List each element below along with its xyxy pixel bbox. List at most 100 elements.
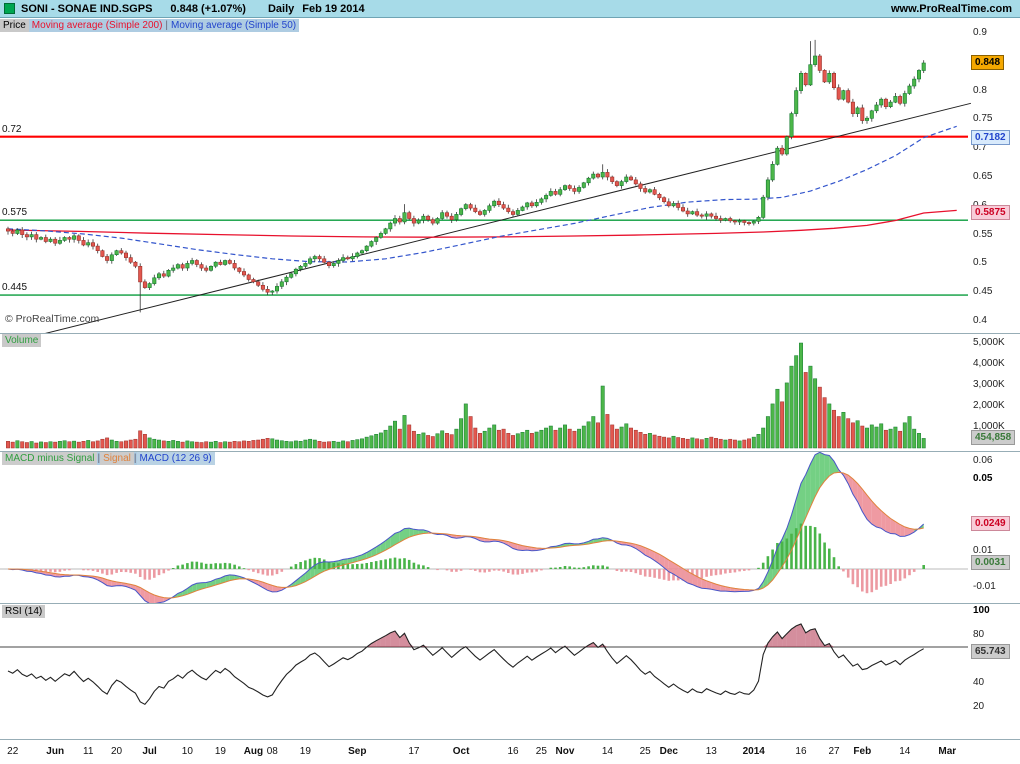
candle bbox=[86, 242, 91, 246]
macd-histogram-bar bbox=[271, 569, 274, 576]
x-axis-tick: 27 bbox=[828, 746, 840, 757]
macd-band-segment bbox=[229, 574, 235, 581]
candle bbox=[831, 72, 836, 88]
macd-band-segment bbox=[395, 531, 400, 545]
macd-histogram-bar bbox=[705, 569, 708, 577]
price-y-tick: 0.75 bbox=[973, 113, 993, 125]
volume-bar bbox=[142, 434, 147, 449]
candle bbox=[709, 213, 714, 217]
macd-band-segment bbox=[347, 557, 353, 564]
macd-histogram-bar bbox=[587, 566, 590, 569]
price-chart-panel[interactable] bbox=[0, 32, 1020, 333]
symbol-title: SONI - SONAE IND.SGPS bbox=[21, 2, 153, 15]
macd-signal-legend[interactable]: Signal bbox=[100, 452, 134, 465]
candle bbox=[298, 266, 303, 270]
candle bbox=[827, 72, 832, 83]
volume-bar bbox=[449, 434, 454, 449]
volume-bar bbox=[345, 441, 350, 449]
candle bbox=[350, 256, 355, 260]
candle bbox=[237, 267, 242, 272]
macd-band-segment bbox=[215, 578, 221, 585]
candle bbox=[633, 179, 638, 185]
price-panel-label[interactable]: Price bbox=[0, 19, 29, 32]
macd-histogram-bar bbox=[530, 569, 534, 573]
macd-band-segment bbox=[895, 521, 901, 537]
volume-bar bbox=[525, 429, 530, 449]
volume-value-badge: 454,858 bbox=[971, 430, 1016, 446]
macd-histogram-bar bbox=[710, 569, 713, 576]
candle bbox=[775, 147, 780, 165]
volume-y-tick: 1,000K bbox=[973, 421, 1005, 432]
macd-histogram-bar bbox=[898, 569, 902, 581]
volume-panel-label[interactable]: Volume bbox=[2, 334, 42, 347]
volume-bar bbox=[364, 436, 369, 449]
macd-histogram-bar bbox=[256, 569, 260, 574]
volume-bar bbox=[166, 441, 171, 449]
macd-band-segment bbox=[763, 572, 768, 589]
candle bbox=[780, 147, 785, 155]
macd-histogram-bar bbox=[417, 564, 420, 569]
macd-histogram-bar bbox=[308, 558, 312, 569]
macd-band-segment bbox=[904, 526, 910, 537]
site-link[interactable]: www.ProRealTime.com bbox=[890, 2, 1012, 15]
macd-histogram-bar bbox=[459, 569, 463, 571]
macd-y-tick: -0.01 bbox=[973, 581, 996, 592]
x-axis-tick: 08 bbox=[266, 746, 278, 757]
candle bbox=[680, 207, 685, 212]
candle bbox=[279, 281, 284, 287]
candle bbox=[284, 276, 289, 283]
macd-histogram-bar bbox=[219, 563, 222, 569]
price-y-tick: 0.55 bbox=[973, 228, 993, 240]
macd-histogram-bar bbox=[289, 566, 293, 569]
macd-band-segment bbox=[900, 524, 905, 537]
rsi-panel[interactable] bbox=[0, 604, 1020, 739]
macd-histogram-bar bbox=[549, 567, 553, 569]
ma50-legend[interactable]: Moving average (Simple 50) bbox=[168, 19, 300, 32]
macd-histogram-bar bbox=[389, 558, 392, 569]
candle bbox=[850, 101, 855, 114]
macd-histogram-bar bbox=[313, 557, 317, 569]
macd-hist-legend[interactable]: MACD minus Signal bbox=[2, 452, 98, 465]
volume-panel[interactable] bbox=[0, 334, 1020, 451]
rsi-overbought-fill bbox=[815, 628, 820, 647]
macd-histogram-bar bbox=[776, 543, 779, 569]
macd-band-segment bbox=[102, 578, 108, 586]
macd-histogram-bar bbox=[322, 559, 326, 569]
candle bbox=[260, 285, 265, 290]
volume-bar bbox=[62, 440, 67, 449]
panel-separator bbox=[0, 333, 1020, 334]
ma200-legend[interactable]: Moving average (Simple 200) bbox=[28, 19, 166, 32]
macd-histogram-bar bbox=[327, 561, 331, 569]
candle bbox=[855, 107, 860, 115]
last-price-badge: 0.848 bbox=[971, 54, 1005, 70]
candle bbox=[888, 101, 893, 107]
volume-bar bbox=[643, 434, 648, 449]
candle bbox=[218, 261, 223, 265]
candle bbox=[477, 211, 482, 215]
macd-histogram-bar bbox=[393, 557, 397, 569]
rsi-panel-label[interactable]: RSI (14) bbox=[2, 605, 46, 618]
macd-band-segment bbox=[201, 582, 207, 590]
macd-histogram-bar bbox=[606, 566, 609, 569]
timeframe-label[interactable]: Daily bbox=[267, 2, 295, 15]
macd-histogram-bar bbox=[294, 564, 298, 569]
macd-histogram-bar bbox=[356, 564, 359, 569]
volume-bar bbox=[251, 440, 256, 449]
candle bbox=[647, 189, 652, 193]
macd-panel[interactable] bbox=[0, 452, 1020, 603]
volume-bar bbox=[213, 441, 218, 449]
macd-band-segment bbox=[409, 528, 414, 538]
macd-histogram-bar bbox=[252, 569, 255, 572]
macd-histogram-bar bbox=[695, 569, 699, 579]
macd-line-legend[interactable]: MACD (12 26 9) bbox=[136, 452, 215, 465]
rsi-overbought-fill bbox=[782, 633, 787, 647]
macd-histogram-bar bbox=[856, 569, 859, 588]
volume-bar bbox=[463, 403, 468, 449]
candle bbox=[402, 212, 407, 223]
volume-bar bbox=[586, 421, 591, 449]
macd-line bbox=[7, 452, 925, 603]
rsi-overbought-fill bbox=[767, 636, 773, 647]
macd-histogram-bar bbox=[238, 566, 241, 569]
volume-bar bbox=[789, 365, 794, 449]
